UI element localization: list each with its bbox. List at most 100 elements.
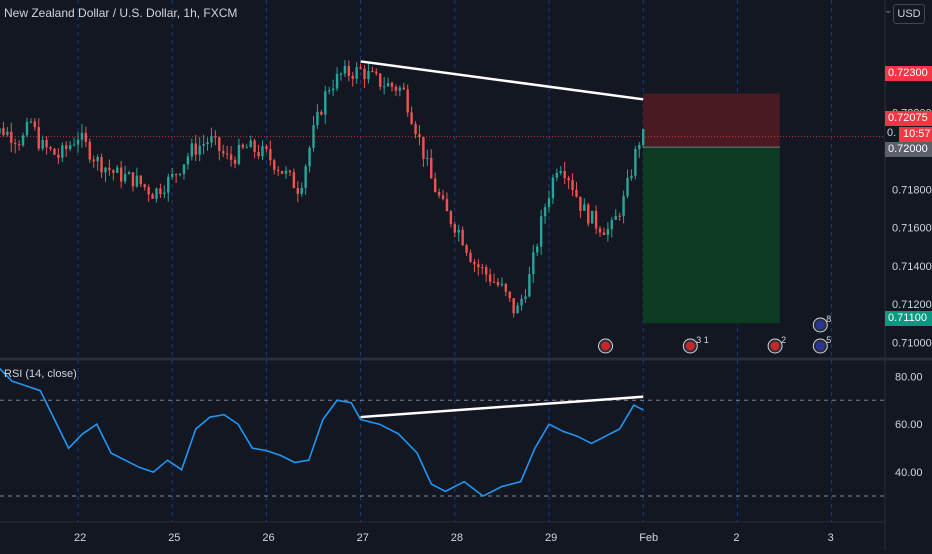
candle-body (394, 86, 398, 91)
candle-body (143, 184, 146, 188)
candle-body (131, 172, 135, 187)
us-flag-icon-fill (685, 341, 695, 351)
candle-body (406, 89, 409, 113)
candle-body (284, 170, 288, 174)
candle-body (382, 86, 386, 88)
candle-body (29, 121, 33, 123)
candle-body (516, 305, 519, 314)
candle-body (116, 167, 119, 173)
candle-body (351, 75, 354, 79)
candle-body (477, 264, 480, 268)
candle-body (571, 180, 574, 190)
candle-body (280, 171, 284, 174)
candle-body (375, 71, 378, 74)
candle-body (53, 148, 56, 155)
candle-body (273, 160, 276, 170)
candle-body (426, 157, 429, 159)
y-tick-label: 0.71400 (892, 261, 932, 273)
us-flag-icon-fill (770, 341, 780, 351)
candle-body (402, 87, 405, 90)
rsi-y-tick-label: 80.00 (895, 371, 923, 383)
candle-body (112, 170, 115, 173)
candle-body (214, 136, 217, 138)
candle-body (638, 144, 641, 150)
candle-body (218, 137, 221, 152)
candle-body (543, 207, 547, 217)
candle-body (147, 187, 150, 195)
candle-body (308, 147, 311, 167)
chevron-down-icon[interactable]: ⌄ (884, 5, 893, 16)
x-tick-label: 28 (451, 532, 463, 544)
x-tick-label: 25 (168, 532, 180, 544)
candle-body (320, 111, 323, 115)
candle-body (155, 188, 158, 199)
candle-body (300, 187, 303, 194)
candle-body (583, 204, 586, 211)
x-tick-label: 2 (733, 532, 739, 544)
candle-body (194, 143, 197, 155)
candle-body (92, 159, 95, 162)
candle-body (25, 121, 29, 136)
candle-body (182, 164, 186, 174)
x-tick-label: 29 (545, 532, 557, 544)
candle-body (76, 139, 80, 145)
countdown-tag: 10:57 (899, 127, 932, 142)
rsi-trendline[interactable] (360, 395, 644, 419)
candle-body (602, 232, 606, 235)
candle-body (386, 82, 390, 87)
candle-body (328, 90, 331, 92)
event-count: 3 1 (696, 335, 709, 345)
candle-body (21, 135, 25, 146)
x-tick-label: 3 (828, 532, 834, 544)
rsi-line[interactable] (0, 367, 644, 498)
candle-body (528, 274, 531, 297)
candle-body (119, 167, 123, 182)
candle-body (269, 149, 272, 161)
candle-body (551, 177, 555, 199)
event-count: 2 (781, 335, 786, 345)
candle-body (135, 175, 139, 187)
candle-body (108, 167, 111, 171)
stop-level-tag: 0.72300 (885, 66, 932, 81)
candle-body (614, 215, 617, 221)
candle-body (237, 144, 241, 164)
candle-body (335, 73, 339, 89)
candle-body (606, 228, 610, 235)
candle-body (6, 131, 9, 135)
candle-body (481, 267, 484, 269)
candle-body (190, 143, 194, 157)
candle-body (390, 82, 394, 87)
candle-body (261, 146, 264, 157)
take-profit-zone[interactable] (643, 147, 780, 324)
candle-body (441, 195, 445, 200)
candle-body (347, 65, 351, 76)
currency-button[interactable]: USD (893, 4, 925, 24)
candle-body (610, 220, 613, 229)
candle-body (359, 67, 362, 69)
candle-body (512, 298, 515, 314)
candle-body (500, 283, 504, 286)
candle-body (594, 210, 598, 229)
candle-body (151, 194, 154, 199)
candle-body (630, 175, 633, 179)
candle-body (88, 141, 91, 160)
candle-body (33, 121, 37, 128)
candle-body (457, 229, 460, 233)
candle-body (167, 176, 170, 193)
y-tick-label: 0.71200 (892, 299, 932, 311)
nz-flag-icon-fill (815, 320, 825, 330)
candle-body (253, 140, 256, 152)
candle-body (72, 144, 76, 146)
candle-body (61, 145, 64, 158)
candle-body (331, 88, 335, 91)
candle-body (461, 229, 464, 246)
price-trendline[interactable] (360, 60, 644, 101)
candle-body (139, 175, 142, 185)
event-count: 5 (826, 335, 831, 345)
candle-body (68, 145, 72, 149)
x-tick-label: 22 (74, 532, 86, 544)
stop-loss-zone[interactable] (643, 93, 780, 148)
candle-body (171, 174, 174, 177)
